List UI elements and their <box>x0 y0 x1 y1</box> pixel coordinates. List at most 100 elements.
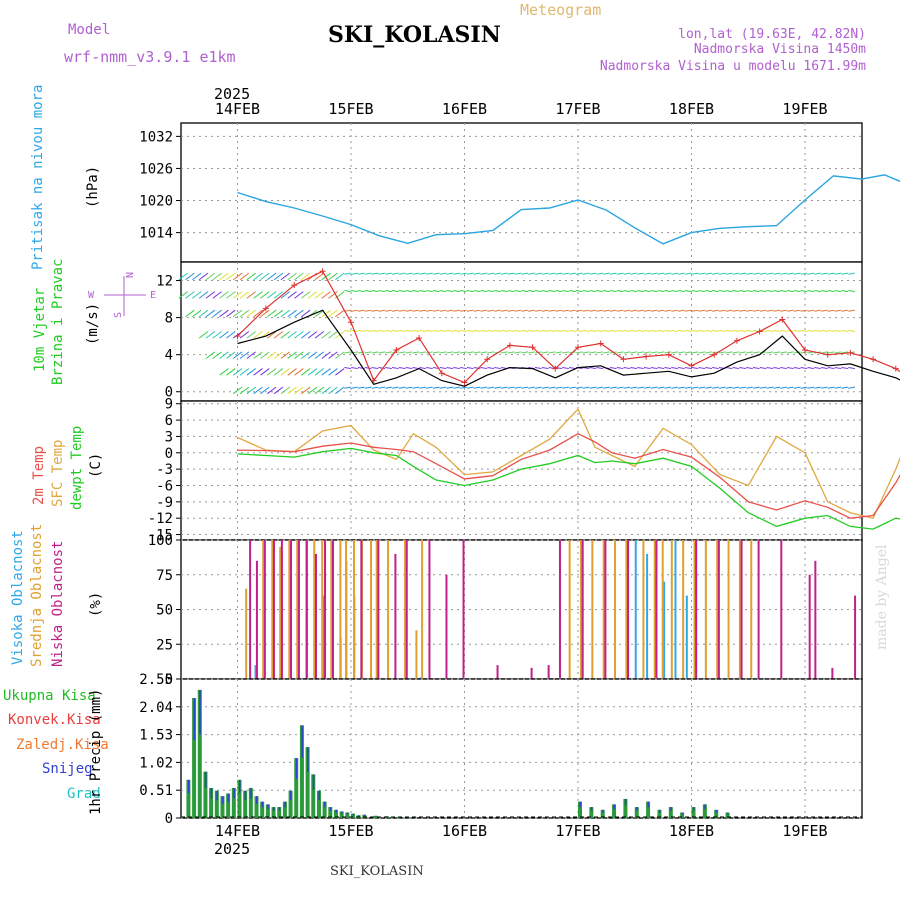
wind-arrow <box>507 272 515 275</box>
wind-arrow <box>432 309 440 312</box>
date-label: 17FEB <box>555 100 600 118</box>
mid-cloud-bar <box>421 540 424 679</box>
low-cloud-bar <box>854 595 857 679</box>
wind-arrow <box>623 272 631 275</box>
wind-arrow <box>239 386 250 395</box>
wind-arrow <box>848 272 856 275</box>
wind-arrow <box>439 290 447 293</box>
mid-cloud-bar <box>375 540 378 679</box>
gust-marker <box>597 340 604 347</box>
wind-arrow <box>357 386 365 389</box>
wind-arrow <box>419 329 426 332</box>
sfc-temp-line <box>237 408 900 519</box>
wind-arrow <box>453 290 461 293</box>
wind-arrow <box>623 290 631 293</box>
panels: 1014102010261032048129630-3-6-9-12-15025… <box>139 122 900 827</box>
wind-arrow <box>500 329 508 332</box>
wind-arrow <box>480 386 488 389</box>
wind-arrow <box>534 329 542 332</box>
wind-arrow <box>232 309 243 318</box>
wind-arrow <box>328 309 338 318</box>
low-cloud-bar <box>360 540 363 679</box>
wind-arrow <box>307 386 318 395</box>
wind-arrow <box>712 329 719 332</box>
wind-arrow <box>603 329 610 332</box>
wind-arrow <box>487 366 495 370</box>
gust-marker <box>291 282 298 289</box>
wind-arrow <box>834 351 842 354</box>
precip-bar <box>362 814 367 818</box>
altitude-model: Nadmorska Visina u modelu 1671.99m <box>600 59 866 74</box>
wind-arrow <box>759 366 767 370</box>
snow-bar <box>341 811 343 814</box>
wind-arrow <box>266 331 277 339</box>
wind-arrow <box>609 272 617 275</box>
wind-arrow <box>555 386 563 389</box>
wind-arrow <box>439 386 447 389</box>
wind-arrow <box>460 272 467 275</box>
wind-arrow <box>616 290 624 293</box>
wind-arrow <box>307 291 318 299</box>
wind-arrow <box>596 290 604 293</box>
wind-arrow <box>426 309 433 312</box>
wind-arrow <box>385 366 392 370</box>
wind-arrow <box>630 366 638 370</box>
wind-arrow <box>643 386 651 389</box>
high-cloud-bar <box>646 553 649 679</box>
wind-arrow <box>391 290 399 293</box>
wind-arrow <box>321 368 331 376</box>
mid-cloud-bar <box>693 540 696 679</box>
wind-arrow <box>494 290 501 293</box>
gust-marker <box>847 349 854 356</box>
wind-arrow <box>684 366 692 370</box>
wind-unit: (m/s) <box>85 303 101 345</box>
panel-frame <box>180 678 863 819</box>
snow-bar <box>295 758 298 780</box>
wind-arrow <box>643 290 651 293</box>
low-cloud-bar <box>263 540 266 679</box>
wind-arrow <box>766 386 774 389</box>
wind-arrow <box>321 351 331 359</box>
wind-arrow <box>226 272 236 281</box>
wind-arrow <box>623 329 631 332</box>
wind-arrow <box>371 272 379 275</box>
wind-arrow <box>385 309 392 312</box>
wind-arrow <box>494 366 501 370</box>
wind-arrow <box>507 351 515 354</box>
wind-arrow <box>657 351 665 354</box>
wind-arrow <box>405 351 413 354</box>
wind-arrow <box>562 309 570 312</box>
wind-arrow <box>480 290 488 293</box>
snow-bar <box>329 807 332 811</box>
wind-arrow <box>487 309 495 312</box>
wind-arrow <box>391 309 399 312</box>
y-tick-label: 25 <box>156 637 173 653</box>
mid-cloud-bar <box>404 540 407 679</box>
wind-arrow <box>500 386 508 389</box>
date-label: 19FEB <box>782 822 827 840</box>
wind-arrow <box>630 272 638 275</box>
wind-arrow <box>780 309 787 312</box>
wind-arrow <box>725 351 733 354</box>
wind-arrow <box>739 386 747 389</box>
wind-arrow <box>185 272 195 281</box>
wind-arrow <box>439 351 447 354</box>
snow-bar <box>273 807 275 811</box>
wind-arrow <box>555 309 563 312</box>
wind-arrow <box>480 366 488 370</box>
mid-cloud-bar <box>415 630 418 679</box>
wind-arrow <box>528 386 535 389</box>
wind-arrow <box>398 290 406 293</box>
wind-arrow <box>807 290 815 293</box>
wind-arrow <box>219 309 229 318</box>
wind-arrow <box>821 309 828 312</box>
wind-arrow <box>473 386 481 389</box>
gust-marker <box>529 344 536 351</box>
wind-arrow <box>814 329 821 332</box>
snow-bar <box>239 779 241 794</box>
wind-arrow <box>453 329 461 332</box>
wind-arrow <box>834 272 842 275</box>
precip-bar <box>305 747 310 818</box>
wind-arrow <box>371 290 379 293</box>
wind-arrow <box>575 272 583 275</box>
